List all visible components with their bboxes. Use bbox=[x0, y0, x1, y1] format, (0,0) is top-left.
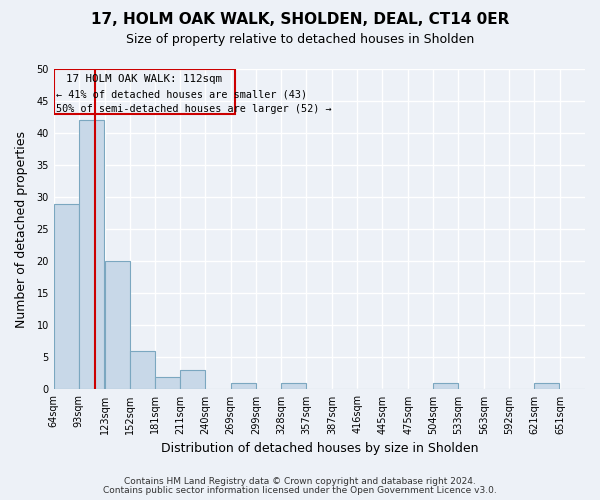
Bar bbox=[433, 383, 458, 390]
X-axis label: Distribution of detached houses by size in Sholden: Distribution of detached houses by size … bbox=[161, 442, 478, 455]
Text: 50% of semi-detached houses are larger (52) →: 50% of semi-detached houses are larger (… bbox=[56, 104, 332, 114]
Text: 17 HOLM OAK WALK: 112sqm: 17 HOLM OAK WALK: 112sqm bbox=[66, 74, 222, 84]
Bar bbox=[155, 376, 179, 390]
Text: Size of property relative to detached houses in Sholden: Size of property relative to detached ho… bbox=[126, 32, 474, 46]
Y-axis label: Number of detached properties: Number of detached properties bbox=[15, 130, 28, 328]
Text: ← 41% of detached houses are smaller (43): ← 41% of detached houses are smaller (43… bbox=[56, 90, 307, 100]
Bar bbox=[104, 262, 130, 390]
Text: Contains HM Land Registry data © Crown copyright and database right 2024.: Contains HM Land Registry data © Crown c… bbox=[124, 477, 476, 486]
Bar bbox=[53, 204, 79, 390]
Bar bbox=[181, 370, 205, 390]
Bar bbox=[79, 120, 104, 390]
Text: 17, HOLM OAK WALK, SHOLDEN, DEAL, CT14 0ER: 17, HOLM OAK WALK, SHOLDEN, DEAL, CT14 0… bbox=[91, 12, 509, 28]
Bar bbox=[130, 351, 155, 390]
Bar bbox=[534, 383, 559, 390]
Bar bbox=[230, 383, 256, 390]
Bar bbox=[281, 383, 307, 390]
Text: Contains public sector information licensed under the Open Government Licence v3: Contains public sector information licen… bbox=[103, 486, 497, 495]
Bar bbox=[53, 69, 235, 114]
